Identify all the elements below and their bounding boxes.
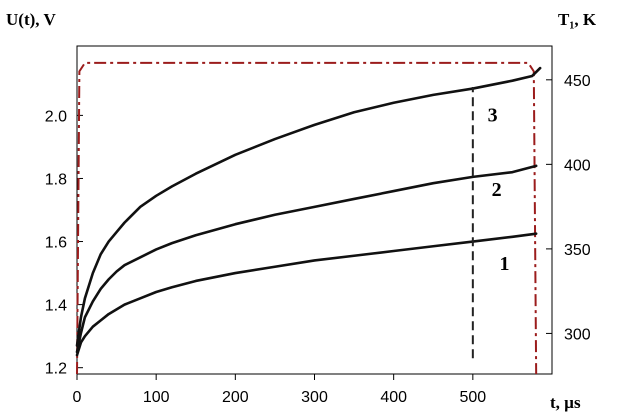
x-tick-label-400: 400: [380, 389, 407, 406]
y-left-tick-label-1.6: 1.6: [45, 235, 67, 252]
y-right-tick-label-450: 450: [564, 73, 591, 90]
series-group: [77, 68, 540, 355]
x-axis-title: t, µs: [550, 393, 581, 412]
y-left-tick-label-1.8: 1.8: [45, 171, 67, 188]
series-line-2: [77, 166, 536, 352]
x-tick-label-300: 300: [301, 389, 328, 406]
y-left-tick-label-1.2: 1.2: [45, 361, 67, 378]
series-line-1: [77, 234, 536, 355]
plot-border: [77, 46, 552, 374]
x-tick-label-0: 0: [73, 389, 82, 406]
y-left-tick-label-2: 2.0: [45, 108, 67, 125]
y-axis-right-title: T₁, K: [558, 10, 597, 29]
curve-labels: 1 2 3: [488, 105, 510, 275]
temperature-profile: [77, 63, 536, 374]
y-right-tick-label-400: 400: [564, 157, 591, 174]
y-axis-left-title: U(t), V: [6, 10, 56, 29]
x-tick-label-100: 100: [143, 389, 170, 406]
temperature-profile-line: [77, 63, 536, 374]
curve-label-1: 1: [500, 253, 510, 275]
y-right-tick-label-350: 350: [564, 242, 591, 259]
x-tick-label-200: 200: [222, 389, 249, 406]
curve-label-2: 2: [492, 179, 502, 201]
curve-label-3: 3: [488, 105, 498, 127]
plot-frame: [77, 46, 552, 374]
y-left-tick-label-1.4: 1.4: [45, 298, 67, 315]
x-tick-label-500: 500: [459, 389, 486, 406]
y-right-tick-label-300: 300: [564, 326, 591, 343]
